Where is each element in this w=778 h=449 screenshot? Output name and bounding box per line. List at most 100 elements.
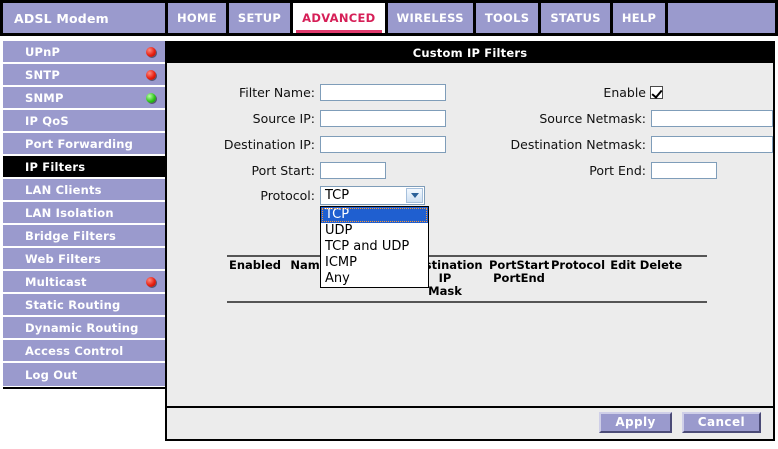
sidebar-item-label: Multicast bbox=[25, 274, 87, 289]
port-start-input[interactable] bbox=[320, 161, 386, 179]
table-header-port-range: PortStart PortEnd bbox=[489, 258, 550, 285]
protocol-option-tcp[interactable]: TCP bbox=[321, 206, 428, 223]
nav-separator bbox=[538, 3, 542, 33]
status-led-green-icon bbox=[146, 92, 156, 103]
destination-ip-label: Destination IP: bbox=[223, 136, 315, 152]
port-start-label: Port Start: bbox=[251, 162, 315, 178]
protocol-select[interactable]: TCP bbox=[320, 185, 425, 205]
protocol-option-tcp-and-udp[interactable]: TCP and UDP bbox=[325, 238, 410, 254]
port-end-label: Port End: bbox=[589, 162, 646, 178]
nav-separator bbox=[665, 3, 669, 33]
sidebar-item-label: Access Control bbox=[25, 343, 124, 358]
sidebar-item-label: IP Filters bbox=[25, 159, 86, 174]
destination-netmask-label: Destination Netmask: bbox=[510, 136, 646, 152]
nav-separator bbox=[609, 3, 613, 33]
nav-separator bbox=[165, 3, 168, 33]
destination-ip-input[interactable] bbox=[320, 135, 446, 153]
sidebar-item-sntp[interactable]: SNTP bbox=[3, 64, 165, 87]
filter-name-input[interactable] bbox=[320, 83, 446, 101]
table-header-enabled: Enabled bbox=[228, 258, 281, 272]
sidebar-item-static-routing[interactable]: Static Routing bbox=[3, 294, 165, 317]
sidebar-item-label: Port Forwarding bbox=[25, 136, 134, 151]
destination-netmask-input[interactable] bbox=[651, 135, 773, 153]
cancel-button[interactable]: Cancel bbox=[681, 412, 761, 433]
sidebar-item-dynamic-routing[interactable]: Dynamic Routing bbox=[3, 317, 165, 340]
sidebar-item-web-filters[interactable]: Web Filters bbox=[3, 248, 165, 271]
table-header-row: Enabled Name Source IP Mask Destination … bbox=[227, 255, 707, 303]
sidebar-item-snmp[interactable]: SNMP bbox=[3, 87, 165, 110]
sidebar-bottom-divider bbox=[3, 387, 165, 389]
form-row-protocol: Protocol: TCP TCP UDP TCP and UDP ICMP A… bbox=[167, 183, 773, 288]
sidebar-item-port-forwarding[interactable]: Port Forwarding bbox=[3, 133, 165, 156]
protocol-select-wrapper: TCP TCP UDP TCP and UDP ICMP Any bbox=[320, 185, 429, 288]
enable-label: Enable bbox=[603, 84, 646, 100]
form-row-ports: Port Start: Port End: bbox=[167, 157, 773, 183]
top-navigation-bar: ADSL Modem HOME SETUP ADVANCED WIRELESS … bbox=[0, 0, 778, 36]
sidebar-item-label: LAN Isolation bbox=[25, 205, 114, 220]
nav-item-setup[interactable]: SETUP bbox=[228, 3, 291, 33]
sidebar-item-ip-filters[interactable]: IP Filters bbox=[3, 156, 165, 179]
sidebar-item-lan-clients[interactable]: LAN Clients bbox=[3, 179, 165, 202]
sidebar-item-label: Bridge Filters bbox=[25, 228, 116, 243]
ip-filter-form: Filter Name: Enable Source IP: Source Ne… bbox=[167, 79, 773, 288]
nav-filler bbox=[668, 3, 775, 33]
page-title: Custom IP Filters bbox=[167, 43, 773, 63]
brand-title: ADSL Modem bbox=[3, 3, 165, 33]
status-led-red-icon bbox=[146, 46, 156, 57]
sidebar-item-label: UPnP bbox=[25, 44, 61, 59]
source-netmask-input[interactable] bbox=[651, 109, 773, 127]
status-led-red-icon bbox=[146, 276, 156, 287]
source-netmask-label: Source Netmask: bbox=[539, 110, 646, 126]
nav-separator bbox=[472, 3, 476, 33]
sidebar-item-label: Dynamic Routing bbox=[25, 320, 139, 335]
sidebar-item-access-control[interactable]: Access Control bbox=[3, 340, 165, 363]
sidebar-item-label: IP QoS bbox=[25, 113, 69, 128]
filter-name-label: Filter Name: bbox=[238, 84, 315, 100]
nav-item-wireless[interactable]: WIRELESS bbox=[387, 3, 473, 33]
chevron-down-icon[interactable] bbox=[406, 187, 423, 203]
status-led-red-icon bbox=[146, 69, 156, 80]
protocol-option-icmp[interactable]: ICMP bbox=[325, 254, 357, 270]
sidebar-item-bridge-filters[interactable]: Bridge Filters bbox=[3, 225, 165, 248]
enable-checkbox[interactable] bbox=[650, 85, 663, 99]
nav-item-home[interactable]: HOME bbox=[168, 3, 226, 33]
nav-separator bbox=[290, 3, 294, 33]
sidebar-item-multicast[interactable]: Multicast bbox=[3, 271, 165, 294]
panel-footer: Apply Cancel bbox=[167, 406, 773, 437]
sidebar-item-label: SNTP bbox=[25, 67, 60, 82]
sidebar-item-label: LAN Clients bbox=[25, 182, 102, 197]
protocol-selected-value: TCP bbox=[325, 187, 350, 203]
protocol-option-any[interactable]: Any bbox=[325, 270, 350, 286]
sidebar-item-upnp[interactable]: UPnP bbox=[3, 41, 165, 64]
source-ip-label: Source IP: bbox=[252, 110, 315, 126]
ip-filters-table: Enabled Name Source IP Mask Destination … bbox=[227, 255, 707, 303]
table-header-edit: Edit bbox=[610, 258, 636, 272]
panel-body: Filter Name: Enable Source IP: Source Ne… bbox=[167, 63, 773, 406]
sidebar-item-log-out[interactable]: Log Out bbox=[3, 363, 165, 386]
content-panel: Custom IP Filters Filter Name: Enable So… bbox=[165, 41, 775, 441]
nav-item-help[interactable]: HELP bbox=[612, 3, 666, 33]
protocol-option-list: TCP UDP TCP and UDP ICMP Any bbox=[320, 205, 429, 288]
nav-separator bbox=[775, 3, 778, 33]
source-ip-input[interactable] bbox=[320, 109, 446, 127]
sidebar-menu: UPnP SNTP SNMP IP QoS Port Forwarding IP… bbox=[3, 41, 165, 389]
nav-separator bbox=[384, 3, 388, 33]
sidebar-item-label: Web Filters bbox=[25, 251, 102, 266]
port-end-input[interactable] bbox=[651, 161, 717, 179]
table-header-name: Name bbox=[290, 258, 328, 272]
sidebar-item-ip-qos[interactable]: IP QoS bbox=[3, 110, 165, 133]
protocol-label: Protocol: bbox=[260, 187, 315, 203]
form-row-filter-name: Filter Name: Enable bbox=[167, 79, 773, 105]
sidebar-item-label: Static Routing bbox=[25, 297, 121, 312]
nav-item-status[interactable]: STATUS bbox=[541, 3, 610, 33]
nav-item-tools[interactable]: TOOLS bbox=[475, 3, 539, 33]
nav-item-advanced[interactable]: ADVANCED bbox=[293, 3, 385, 33]
sidebar-item-label: SNMP bbox=[25, 90, 64, 105]
apply-button[interactable]: Apply bbox=[599, 412, 672, 433]
form-row-source-ip: Source IP: Source Netmask: bbox=[167, 105, 773, 131]
protocol-option-udp[interactable]: UDP bbox=[325, 222, 353, 238]
sidebar-item-label: Log Out bbox=[25, 367, 78, 382]
nav-separator bbox=[225, 3, 229, 33]
table-header-delete: Delete bbox=[639, 258, 683, 272]
sidebar-item-lan-isolation[interactable]: LAN Isolation bbox=[3, 202, 165, 225]
